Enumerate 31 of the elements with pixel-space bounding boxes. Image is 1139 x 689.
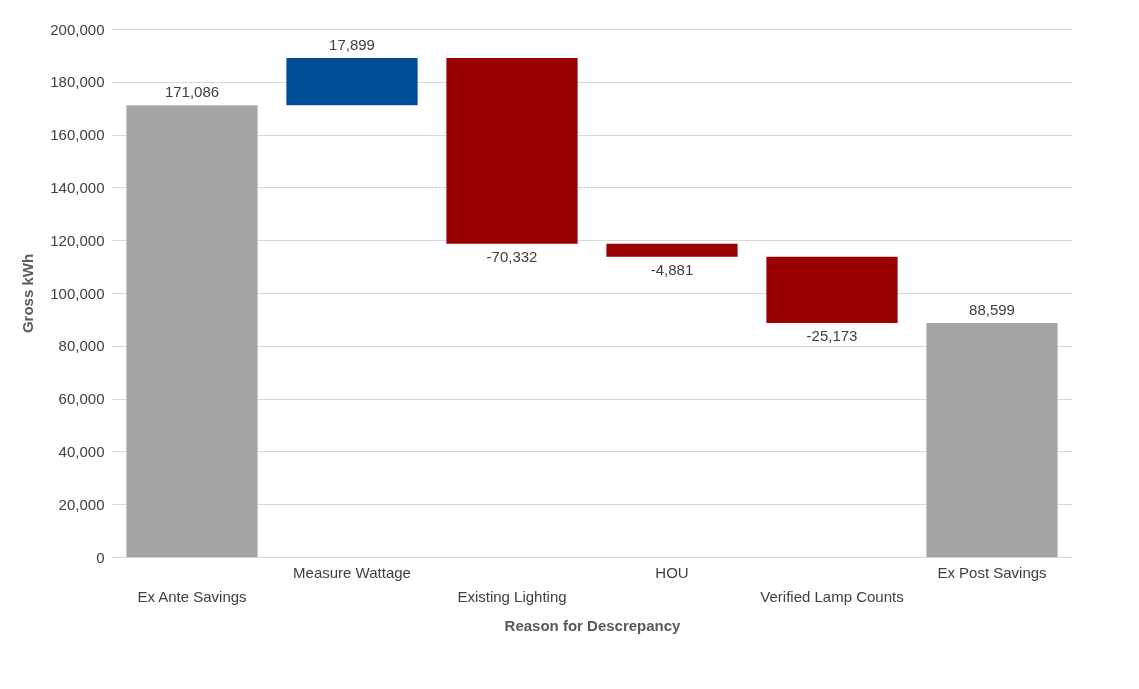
y-tick-label: 0 xyxy=(96,548,105,566)
x-axis-title: Reason for Descrepancy xyxy=(504,616,682,634)
data-label: 88,599 xyxy=(969,301,1015,319)
bar xyxy=(766,256,898,324)
bar xyxy=(446,58,578,244)
bar xyxy=(926,323,1058,557)
y-tick-label: 100,000 xyxy=(50,284,105,302)
x-tick-label: Measure Wattage xyxy=(293,563,411,581)
bar xyxy=(126,105,258,557)
x-tick-label: Ex Post Savings xyxy=(937,563,1047,581)
data-label: -25,173 xyxy=(806,327,858,345)
data-label: 17,899 xyxy=(329,36,375,54)
y-tick-label: 180,000 xyxy=(50,73,105,91)
y-tick-label: 200,000 xyxy=(50,20,105,38)
y-tick-label: 80,000 xyxy=(58,337,105,355)
y-tick-label: 160,000 xyxy=(50,126,105,144)
bar xyxy=(286,58,418,106)
data-label: -70,332 xyxy=(486,247,538,265)
y-axis-title: Gross kWh xyxy=(19,253,37,334)
y-tick-label: 140,000 xyxy=(50,178,105,196)
x-tick-label: Existing Lighting xyxy=(457,587,567,605)
y-tick-label: 60,000 xyxy=(58,390,105,408)
x-tick-label: Verified Lamp Counts xyxy=(760,587,904,605)
y-tick-label: 120,000 xyxy=(50,231,105,249)
data-label: -4,881 xyxy=(650,260,694,278)
x-tick-label: Ex Ante Savings xyxy=(137,587,247,605)
x-tick-label: HOU xyxy=(655,563,689,581)
data-label: 171,086 xyxy=(164,83,220,101)
bar xyxy=(606,243,738,257)
y-tick-label: 40,000 xyxy=(58,442,105,460)
y-tick-label: 20,000 xyxy=(58,495,105,513)
